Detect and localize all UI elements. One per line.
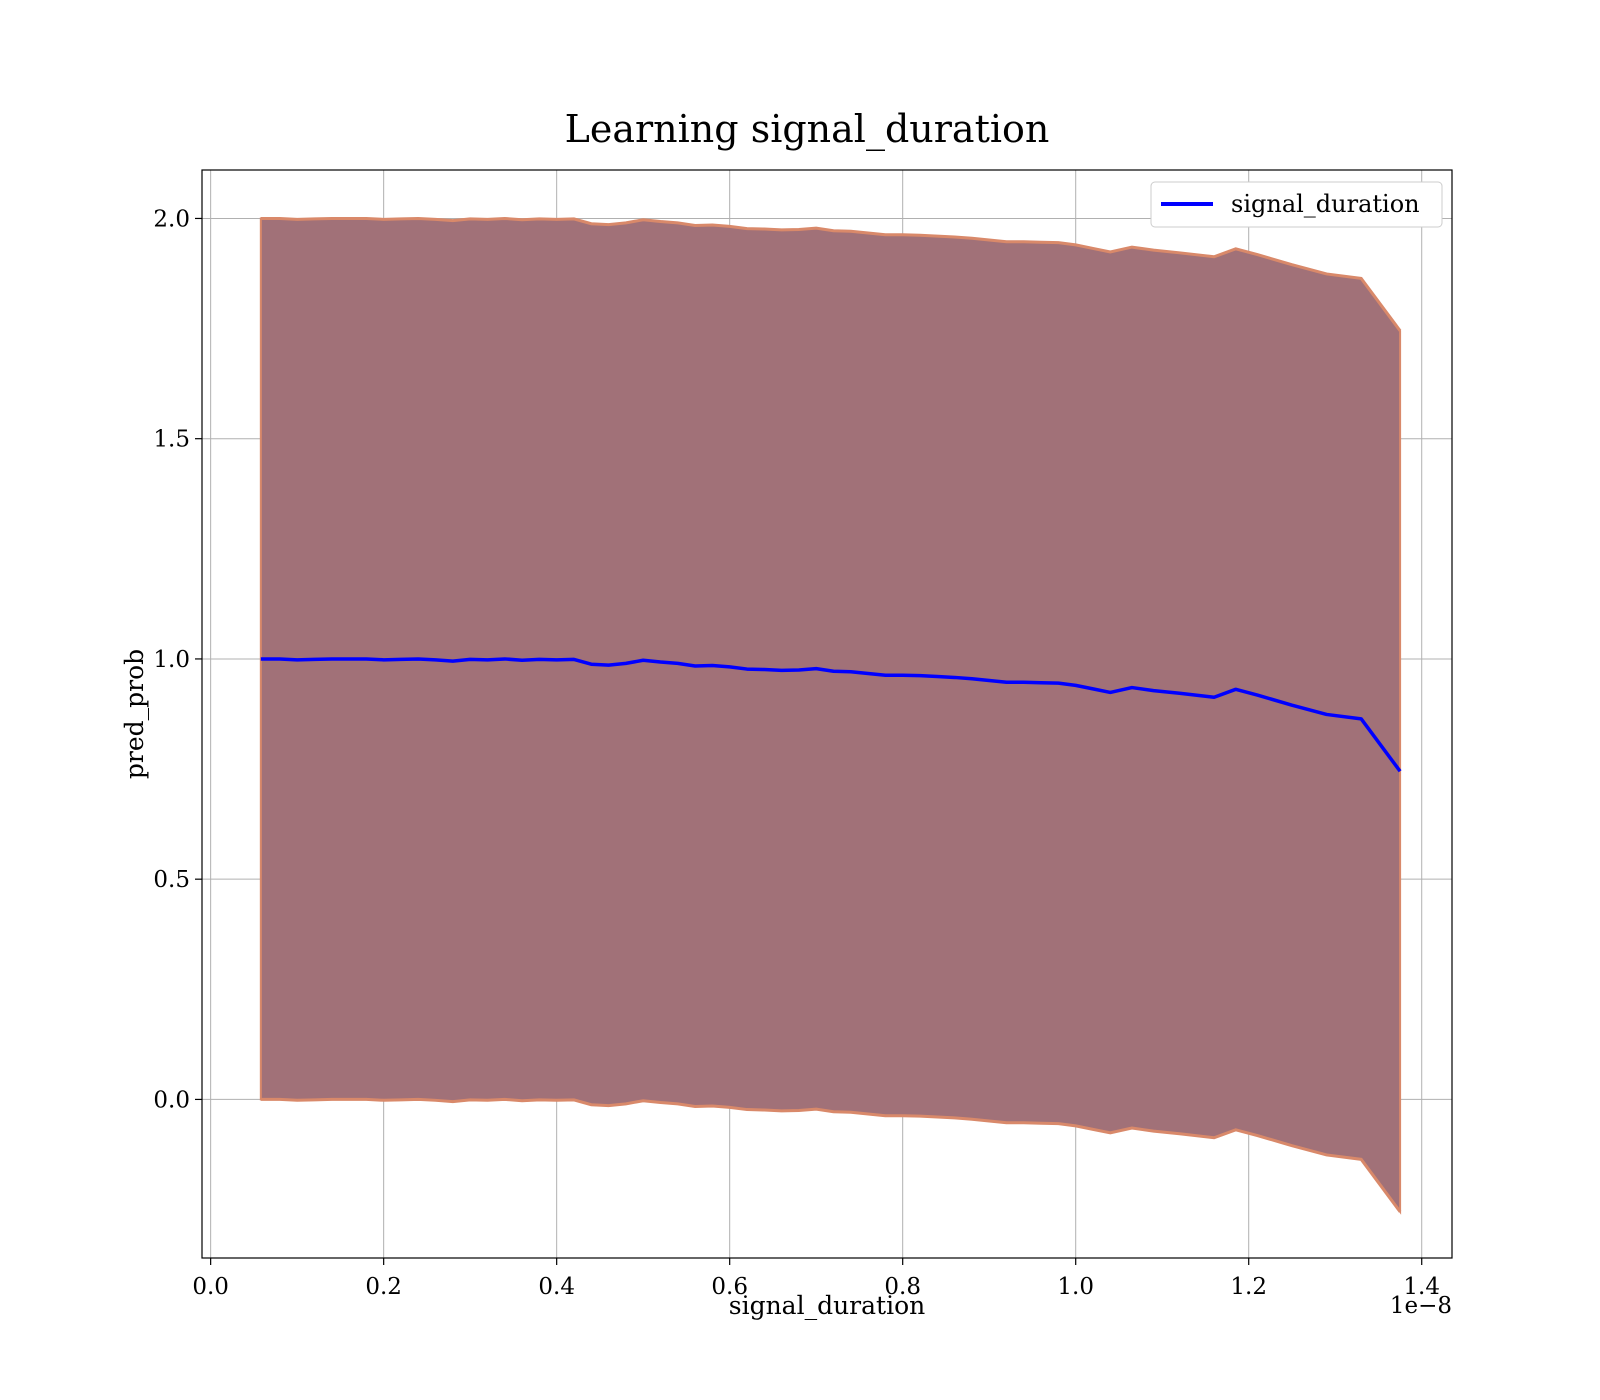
- plot-frame: [201, 169, 1453, 1259]
- y-tick-label: 1.0: [153, 647, 190, 673]
- x-axis-offset-label: 1e−8: [1390, 1293, 1452, 1319]
- x-tick-label: 1.2: [1230, 1274, 1267, 1300]
- confidence-band: [259, 216, 1402, 1215]
- x-tick-label: 0.4: [538, 1274, 575, 1300]
- x-tick-label: 1.4: [1403, 1274, 1440, 1300]
- y-axis-label: pred_prob: [120, 649, 149, 779]
- x-tick-label: 0.2: [365, 1274, 402, 1300]
- x-tick-label: 0.6: [711, 1274, 748, 1300]
- band-lower-edge: [260, 1097, 1402, 1213]
- legend: signal_duration: [1150, 181, 1443, 228]
- x-axis-label: signal_duration: [729, 1291, 925, 1320]
- y-tick-label: 1.5: [153, 427, 190, 453]
- series-lines: [260, 657, 1402, 773]
- band-upper-edge: [260, 216, 1402, 332]
- legend-box: [1150, 181, 1443, 228]
- y-tick-label: 0.5: [153, 867, 190, 893]
- legend-label-signal-duration: signal_duration: [1231, 190, 1420, 218]
- y-tick-label: 2.0: [153, 206, 190, 232]
- x-tick-label: 1.0: [1057, 1274, 1094, 1300]
- x-axis-ticks: 0.0 0.2 0.4 0.6 0.8 1.0 1.2 1.4: [192, 1258, 1440, 1300]
- x-tick-label: 0.8: [884, 1274, 921, 1300]
- confidence-band-area: [259, 217, 1402, 1215]
- series-line-signal-duration: [260, 657, 1402, 773]
- y-tick-label: 0.0: [153, 1087, 190, 1113]
- y-axis-ticks: 0.0 0.5 1.0 1.5 2.0: [153, 206, 202, 1113]
- x-tick-label: 0.0: [192, 1274, 229, 1300]
- chart-title: Learning signal_duration: [565, 107, 1050, 152]
